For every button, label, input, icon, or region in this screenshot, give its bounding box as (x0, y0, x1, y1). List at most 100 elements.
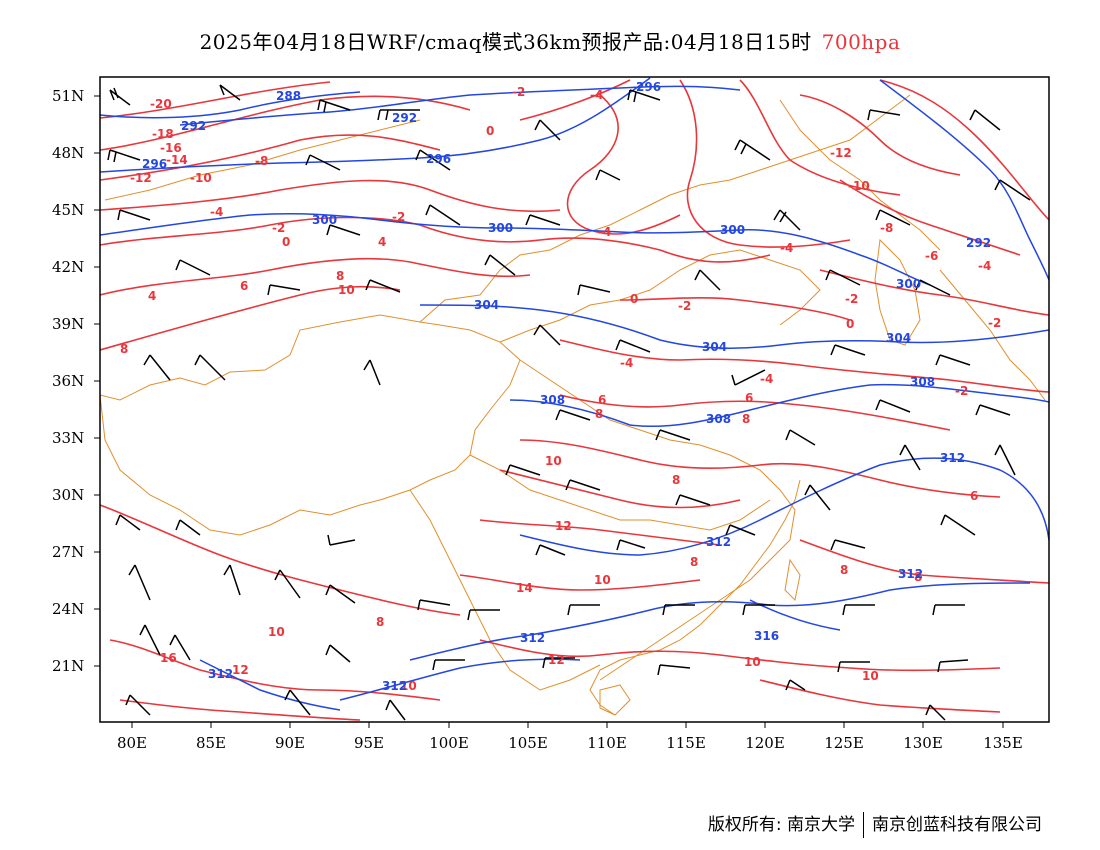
temp-contour (559, 339, 1049, 393)
temp-label: -10 (848, 179, 870, 193)
temp-label: -4 (598, 225, 611, 239)
tibet-plateau-boundary (100, 314, 521, 536)
province-boundary-east (519, 359, 796, 681)
wind-barb (969, 109, 1001, 131)
wind-barb (109, 87, 131, 106)
temp-label: 8 (672, 473, 680, 487)
height-contours (100, 77, 1049, 711)
west-boundary (104, 119, 421, 201)
lat-label: 24N (52, 600, 84, 618)
height-contour (509, 383, 1049, 428)
temp-label: 10 (400, 679, 417, 693)
wind-barb (804, 484, 831, 511)
wind-barb (731, 369, 766, 386)
temp-contour (819, 269, 1049, 316)
height-contour (100, 77, 651, 173)
temp-label: -2 (845, 292, 858, 306)
wind-barb (899, 444, 921, 471)
temp-label: 8 (336, 269, 344, 283)
footer: 版权所有: 南京大学 南京创蓝科技有限公司 (708, 810, 1042, 838)
height-label: 288 (276, 89, 301, 103)
temperature-contours (100, 79, 1049, 721)
wind-barb (830, 344, 866, 356)
height-label: 316 (754, 629, 779, 643)
footer-divider (863, 812, 864, 838)
wind-barb (994, 179, 1031, 201)
temp-label: -4 (978, 259, 991, 273)
lon-label: 110E (587, 734, 627, 752)
temp-label: 6 (598, 393, 606, 407)
temp-contour (479, 639, 1001, 672)
wind-barb (467, 609, 500, 621)
height-label: 312 (940, 451, 965, 465)
wind-barb (128, 564, 151, 601)
temp-label: -2 (988, 316, 1001, 330)
height-label: 292 (181, 119, 206, 133)
height-label: 304 (474, 298, 499, 312)
temp-contour (100, 257, 531, 296)
wind-barb (175, 259, 211, 276)
wind-barb (194, 354, 226, 381)
lon-label: 115E (666, 734, 706, 752)
temp-contour (519, 79, 631, 121)
province-boundary-south (469, 454, 771, 531)
wind-barb (417, 599, 451, 611)
temp-label: 4 (148, 289, 156, 303)
wind-barb (327, 534, 356, 546)
wind-barb (662, 604, 695, 616)
height-label: 312 (520, 631, 545, 645)
wind-barb (363, 359, 381, 386)
temp-label: -2 (272, 221, 285, 235)
temp-label: 0 (486, 124, 494, 138)
wind-barb (773, 209, 801, 231)
wind-barb (317, 99, 351, 113)
lat-label: 51N (52, 87, 84, 105)
height-contour (879, 79, 1049, 281)
latitude-axis: 51N 48N 45N 42N 39N 36N 33N 30N 27N 24N … (52, 87, 100, 675)
lon-label: 135E (983, 734, 1023, 752)
temp-label: 12 (548, 653, 565, 667)
height-label: 300 (896, 277, 921, 291)
temp-contour (559, 394, 951, 431)
temp-label: 6 (745, 391, 753, 405)
wind-barb (107, 149, 141, 163)
height-labels: 288 292 292 296 296 296 292 300 300 300 … (142, 80, 991, 693)
height-label: 300 (488, 221, 513, 235)
temp-label: -10 (190, 171, 212, 185)
lon-label: 125E (824, 734, 864, 752)
temp-label: -20 (150, 97, 172, 111)
temp-contour (799, 94, 961, 176)
taiwan (784, 558, 801, 602)
wind-barb (925, 704, 946, 721)
temp-label: 12 (232, 663, 249, 677)
temp-contour (879, 79, 1049, 221)
company-name: 南京创蓝科技有限公司 (872, 815, 1042, 835)
temp-label: 14 (516, 581, 533, 595)
temp-contour (679, 79, 851, 248)
wind-barb (377, 109, 420, 121)
height-label: 292 (392, 111, 417, 125)
temp-label: 12 (555, 519, 572, 533)
wind-barb (169, 634, 191, 661)
temp-contour (759, 679, 1001, 713)
temp-contour (799, 539, 1049, 584)
wind-barb (143, 354, 171, 381)
wind-barb (115, 514, 141, 531)
wind-barb (432, 659, 465, 671)
height-label: 308 (706, 412, 731, 426)
japan-coast (939, 269, 1046, 401)
temp-label: 8 (120, 342, 128, 356)
wind-barb (915, 279, 951, 296)
wind-barb (725, 524, 756, 536)
temp-label: -2 (512, 85, 525, 99)
wind-barb (825, 269, 861, 286)
temp-label: 6 (240, 279, 248, 293)
wind-barb (694, 269, 721, 291)
wind-barb (785, 679, 806, 691)
temp-contour (100, 179, 561, 213)
lat-label: 48N (52, 144, 84, 162)
wind-barb (785, 429, 816, 446)
pressure-level: 700hpa (821, 30, 901, 54)
temp-label: -4 (620, 356, 633, 370)
wind-barb (937, 659, 969, 673)
